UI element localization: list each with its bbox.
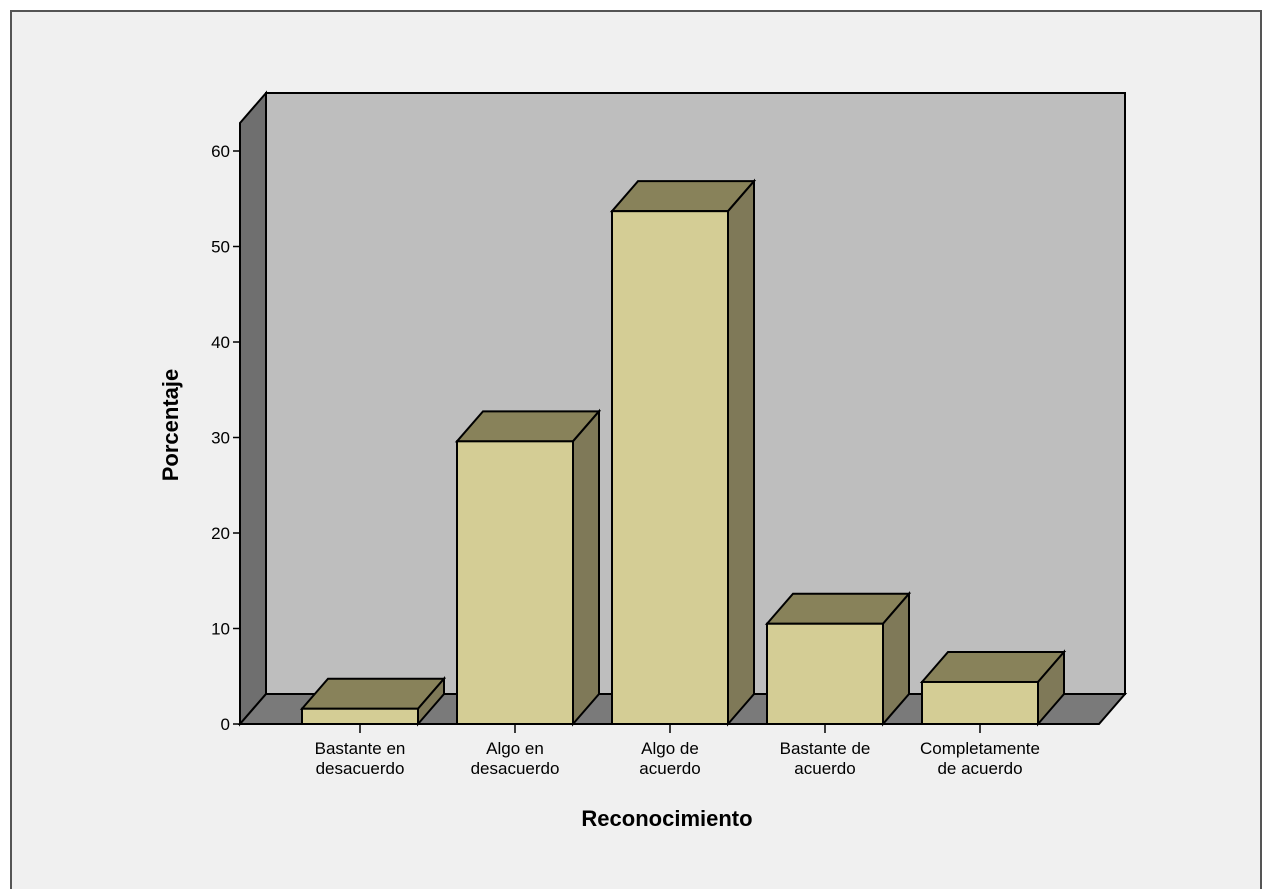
y-tick-label: 10 bbox=[211, 620, 230, 639]
x-tick-label-line: desacuerdo bbox=[316, 759, 405, 778]
bars bbox=[299, 178, 1067, 727]
bar-side bbox=[727, 178, 755, 727]
x-tick-label-line: de acuerdo bbox=[937, 759, 1022, 778]
x-tick-label-line: acuerdo bbox=[639, 759, 700, 778]
bar bbox=[299, 676, 447, 727]
x-tick-label-line: desacuerdo bbox=[471, 759, 560, 778]
x-tick-label-line: Algo en bbox=[486, 739, 544, 758]
x-tick-label: Bastante en desacuerdo bbox=[315, 739, 406, 778]
x-tick-label: Bastante de acuerdo bbox=[780, 739, 871, 778]
bar-front bbox=[456, 440, 574, 725]
bar bbox=[919, 649, 1067, 727]
bar bbox=[764, 591, 912, 727]
side-wall bbox=[239, 90, 267, 727]
y-tick-label: 40 bbox=[211, 333, 230, 352]
y-axis: 0 10 20 30 40 50 60 bbox=[211, 122, 241, 734]
x-axis-title: Reconocimiento bbox=[581, 806, 752, 831]
x-tick-label: Algo de acuerdo bbox=[639, 739, 700, 778]
y-tick-label: 20 bbox=[211, 524, 230, 543]
x-tick-label-line: Completamente bbox=[920, 739, 1040, 758]
y-tick-label: 60 bbox=[211, 142, 230, 161]
bar-front bbox=[766, 622, 884, 725]
bar-front bbox=[301, 707, 419, 725]
x-tick-label: Algo en desacuerdo bbox=[471, 739, 560, 778]
x-tick-label: Completamente de acuerdo bbox=[920, 739, 1040, 778]
y-tick-label: 30 bbox=[211, 429, 230, 448]
x-tick-label-line: acuerdo bbox=[794, 759, 855, 778]
x-tick-label-line: Bastante en bbox=[315, 739, 406, 758]
bar-front bbox=[611, 210, 729, 726]
y-axis-title: Porcentaje bbox=[158, 369, 183, 482]
x-tick-label-line: Bastante de bbox=[780, 739, 871, 758]
bar bbox=[609, 178, 757, 727]
bar-side bbox=[572, 408, 600, 727]
bar-front bbox=[921, 680, 1039, 725]
bar bbox=[454, 408, 602, 727]
y-tick-label: 50 bbox=[211, 238, 230, 257]
y-tick-label: 0 bbox=[221, 715, 230, 734]
x-tick-label-line: Algo de bbox=[641, 739, 699, 758]
